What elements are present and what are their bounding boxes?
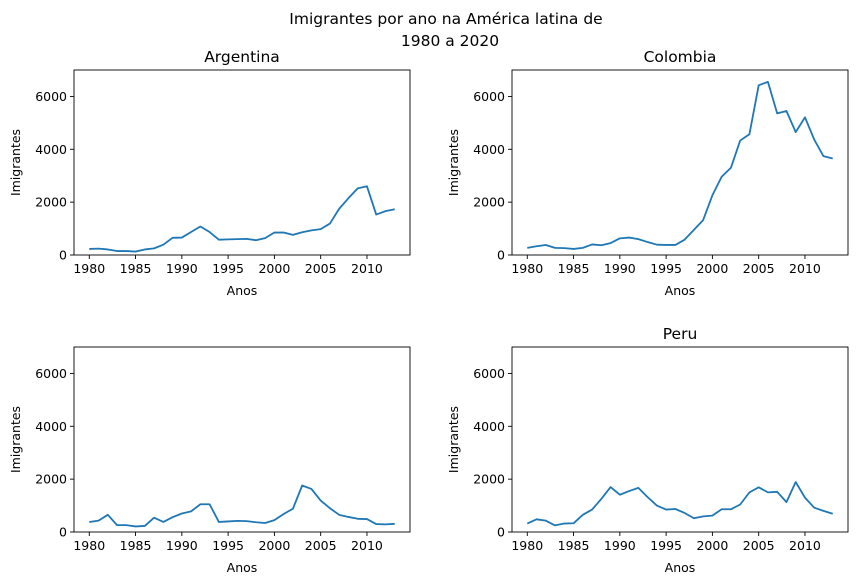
x-tick-label: 1990	[604, 538, 636, 553]
x-tick-label: 1985	[120, 261, 152, 276]
subplot-2: 1980 1985 1990 1995 2000 2005 2010 0 2000 4000 600…	[8, 346, 411, 575]
subplot-1: 1980 1985 1990 1995 2000 2005 2010 0 2000 4000 600…	[446, 48, 849, 298]
x-tick-label: 1990	[166, 538, 198, 553]
x-axis-label: Anos	[665, 560, 696, 575]
x-tick-label: 2000	[258, 538, 290, 553]
x-tick-label: 1995	[212, 538, 244, 553]
y-tick-label: 0	[497, 248, 505, 263]
x-tick-label: 2000	[696, 538, 728, 553]
x-tick-label: 1990	[604, 261, 636, 276]
x-tick-label: 2000	[258, 261, 290, 276]
x-tick-label: 2010	[789, 538, 821, 553]
x-tick-label: 2010	[351, 261, 383, 276]
axes-frame	[73, 346, 411, 533]
x-axis-label: Anos	[665, 283, 696, 298]
subplot-title: Argentina	[204, 48, 280, 66]
y-tick-label: 4000	[473, 419, 505, 434]
subplot-title: Peru	[663, 325, 698, 343]
x-tick-label: 2005	[743, 538, 775, 553]
y-tick-label: 2000	[473, 472, 505, 487]
y-tick-label: 0	[497, 525, 505, 540]
axes-frame	[511, 346, 849, 533]
x-tick-label: 1980	[73, 538, 105, 553]
x-tick-label: 2005	[743, 261, 775, 276]
x-tick-label: 1990	[166, 261, 198, 276]
series-line	[89, 185, 395, 253]
y-tick-label: 2000	[35, 472, 67, 487]
y-tick-label: 4000	[473, 142, 505, 157]
x-tick-label: 2000	[696, 261, 728, 276]
x-tick-label: 1995	[212, 261, 244, 276]
x-axis-label: Anos	[227, 560, 258, 575]
y-axis-label: Imigrantes	[8, 129, 23, 196]
x-tick-label: 1995	[650, 261, 682, 276]
figure-title-line2: 1980 a 2020	[401, 32, 499, 50]
y-axis-label: Imigrantes	[446, 129, 461, 196]
y-tick-label: 6000	[35, 89, 67, 104]
y-tick-label: 0	[59, 248, 67, 263]
x-tick-label: 1980	[511, 538, 543, 553]
x-tick-label: 1980	[511, 261, 543, 276]
x-tick-label: 1985	[558, 261, 590, 276]
x-tick-label: 1985	[558, 538, 590, 553]
y-tick-label: 4000	[35, 419, 67, 434]
axes-frame	[73, 69, 411, 256]
y-tick-label: 6000	[35, 366, 67, 381]
axes-frame	[511, 69, 849, 256]
y-axis-label: Imigrantes	[8, 406, 23, 473]
x-tick-label: 2005	[305, 261, 337, 276]
y-tick-label: 0	[59, 525, 67, 540]
y-tick-label: 2000	[473, 195, 505, 210]
y-tick-label: 4000	[35, 142, 67, 157]
x-tick-label: 2010	[351, 538, 383, 553]
x-axis-label: Anos	[227, 283, 258, 298]
x-tick-label: 1980	[73, 261, 105, 276]
x-tick-label: 2005	[305, 538, 337, 553]
y-axis-label: Imigrantes	[446, 406, 461, 473]
series-line	[526, 481, 833, 527]
subplot-3: 1980 1985 1990 1995 2000 2005 2010 0 2000 4000 600…	[446, 325, 849, 575]
x-tick-label: 1995	[650, 538, 682, 553]
series-line	[527, 80, 833, 250]
x-tick-label: 1985	[120, 538, 152, 553]
subplot-0: 1980 1985 1990 1995 2000 2005 2010 0 2000 4000 600…	[8, 48, 411, 298]
subplot-title: Colombia	[644, 48, 717, 66]
y-tick-label: 2000	[35, 195, 67, 210]
x-tick-label: 2010	[789, 261, 821, 276]
y-tick-label: 6000	[473, 366, 505, 381]
series-line	[89, 484, 395, 528]
figure-title-line1: Imigrantes por ano na América latina de	[289, 10, 602, 28]
y-tick-label: 6000	[473, 89, 505, 104]
